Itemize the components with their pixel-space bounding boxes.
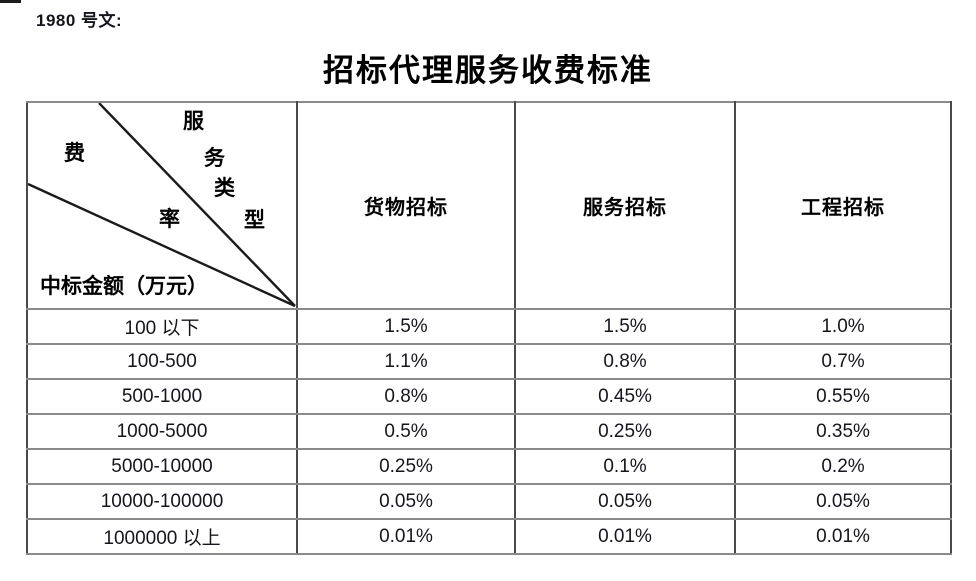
row-label-amount-range: 100-500 xyxy=(26,343,298,380)
corner-label-service-type-char: 型 xyxy=(244,207,265,232)
table-row: 100 以下 1.5% 1.5% 1.0% xyxy=(26,308,952,345)
row-label-amount-range: 5000-10000 xyxy=(26,448,298,485)
rate-cell: 1.5% xyxy=(296,308,516,345)
row-label-amount-range: 500-1000 xyxy=(26,378,298,415)
table-row: 10000-100000 0.05% 0.05% 0.05% xyxy=(26,483,952,520)
rate-cell: 1.1% xyxy=(296,343,516,380)
table-row: 1000-5000 0.5% 0.25% 0.35% xyxy=(26,413,952,450)
table-corner-cell: 服 务 类 型 费 率 中标金额（万元） xyxy=(26,101,298,310)
table-row: 100-500 1.1% 0.8% 0.7% xyxy=(26,343,952,380)
diagonal-divider-lines xyxy=(28,103,296,308)
corner-label-fee-rate-char: 费 xyxy=(64,140,85,165)
table-row: 500-1000 0.8% 0.45% 0.55% xyxy=(26,378,952,415)
rate-cell: 1.0% xyxy=(734,308,952,345)
rate-cell: 0.2% xyxy=(734,448,952,485)
row-label-amount-range: 1000-5000 xyxy=(26,413,298,450)
page-title: 招标代理服务收费标准 xyxy=(323,53,653,89)
row-label-amount-range: 1000000 以上 xyxy=(26,518,298,555)
column-header-service-bidding: 服务招标 xyxy=(514,101,736,310)
rate-cell: 0.05% xyxy=(514,483,736,520)
rate-cell: 0.25% xyxy=(514,413,736,450)
rate-cell: 0.8% xyxy=(514,343,736,380)
table-row: 5000-10000 0.25% 0.1% 0.2% xyxy=(26,448,952,485)
rate-cell: 0.5% xyxy=(296,413,516,450)
column-header-goods-bidding: 货物招标 xyxy=(296,101,516,310)
rate-cell: 0.7% xyxy=(734,343,952,380)
rate-cell: 0.01% xyxy=(734,518,952,555)
page-edge-mark xyxy=(0,0,21,3)
row-label-amount-range: 10000-100000 xyxy=(26,483,298,520)
column-header-engineering-bidding: 工程招标 xyxy=(734,101,952,310)
fee-standard-table: 服 务 类 型 费 率 中标金额（万元） 货物招标 服务招标 工程招标 100 … xyxy=(26,101,952,555)
rate-cell: 0.05% xyxy=(734,483,952,520)
rate-cell: 0.01% xyxy=(514,518,736,555)
corner-label-bid-amount: 中标金额（万元） xyxy=(40,273,208,298)
rate-cell: 0.8% xyxy=(296,378,516,415)
document-number: 1980 号文: xyxy=(36,11,123,30)
row-label-amount-range: 100 以下 xyxy=(26,308,298,345)
rate-cell: 0.1% xyxy=(514,448,736,485)
corner-label-service-type-char: 务 xyxy=(204,145,225,170)
table-header-row: 服 务 类 型 费 率 中标金额（万元） 货物招标 服务招标 工程招标 xyxy=(26,101,952,310)
corner-label-service-type-char: 类 xyxy=(214,175,235,200)
rate-cell: 0.35% xyxy=(734,413,952,450)
rate-cell: 0.05% xyxy=(296,483,516,520)
rate-cell: 1.5% xyxy=(514,308,736,345)
corner-label-service-type-char: 服 xyxy=(183,108,204,133)
corner-label-fee-rate-char: 率 xyxy=(159,206,180,231)
rate-cell: 0.55% xyxy=(734,378,952,415)
table-row: 1000000 以上 0.01% 0.01% 0.01% xyxy=(26,518,952,555)
rate-cell: 0.25% xyxy=(296,448,516,485)
rate-cell: 0.01% xyxy=(296,518,516,555)
rate-cell: 0.45% xyxy=(514,378,736,415)
